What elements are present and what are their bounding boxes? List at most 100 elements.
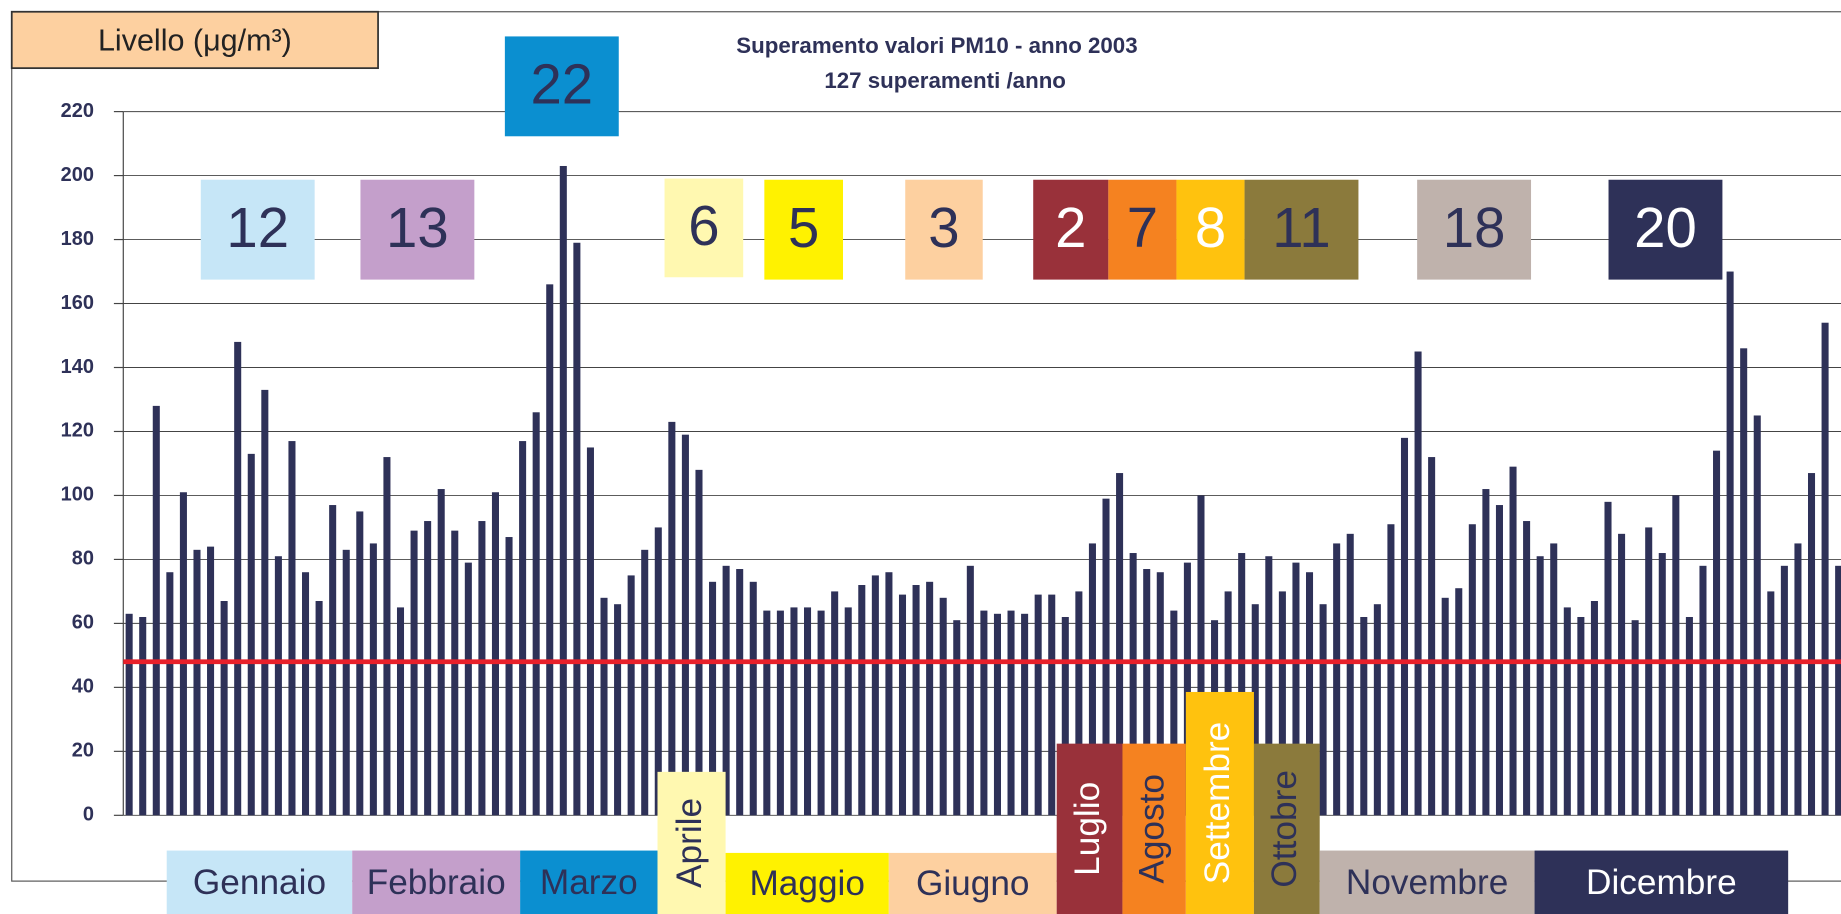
- bar: [898, 594, 907, 816]
- bar: [1740, 348, 1748, 816]
- bar: [1292, 562, 1300, 816]
- bar: [1116, 473, 1124, 816]
- bar: [1780, 565, 1788, 816]
- bar: [1604, 501, 1612, 816]
- y-tick-label: 140: [61, 356, 94, 378]
- bar: [288, 441, 296, 816]
- bar: [1672, 495, 1680, 816]
- month-count: 22: [530, 53, 593, 116]
- y-axis-label: Livello (μg/m³): [98, 23, 292, 57]
- count-box: [905, 179, 983, 280]
- bar: [695, 469, 703, 816]
- bar: [1048, 594, 1056, 816]
- month-label: Aprile: [670, 798, 709, 888]
- bar: [1088, 543, 1096, 816]
- bar: [1699, 565, 1707, 816]
- bar: [1129, 553, 1137, 816]
- month-label: Dicembre: [1586, 863, 1737, 902]
- month-count: 5: [788, 196, 819, 259]
- bar: [776, 610, 784, 816]
- bar: [464, 562, 472, 816]
- count-box: [1244, 179, 1359, 280]
- bar: [369, 543, 377, 816]
- month-box: [166, 850, 353, 914]
- bar: [261, 389, 269, 816]
- bar: [1713, 450, 1721, 816]
- bar: [1590, 601, 1598, 816]
- bar: [980, 610, 988, 816]
- bar: [1645, 527, 1653, 816]
- chart-title: Superamento valori PM10 - anno 2003: [736, 33, 1137, 58]
- bar: [1400, 437, 1409, 816]
- month-count: 11: [1272, 196, 1330, 259]
- bar: [993, 613, 1001, 816]
- bar: [1468, 524, 1476, 816]
- bar: [437, 489, 445, 816]
- bar: [1102, 498, 1110, 816]
- bar: [1034, 594, 1042, 816]
- bar: [641, 549, 649, 816]
- bar: [1414, 351, 1422, 816]
- bar: [831, 591, 839, 816]
- bar: [1360, 616, 1368, 816]
- bar: [586, 447, 594, 816]
- month-box: [520, 850, 658, 914]
- count-box: [1608, 179, 1723, 280]
- bar: [573, 242, 581, 816]
- bar: [1305, 572, 1314, 816]
- month-count: 6: [688, 194, 719, 257]
- bar: [817, 610, 825, 816]
- count-box: [200, 179, 315, 280]
- bar: [1550, 543, 1558, 816]
- bar: [966, 565, 974, 816]
- bar: [709, 581, 717, 816]
- bar: [559, 165, 567, 816]
- bar: [1333, 543, 1341, 816]
- bar: [410, 530, 418, 816]
- bar: [546, 284, 554, 816]
- bar: [139, 616, 147, 816]
- bar: [912, 585, 920, 816]
- bar: [953, 620, 961, 816]
- bar: [1563, 607, 1571, 816]
- bar: [858, 585, 866, 816]
- bar: [1835, 565, 1841, 816]
- month-box: [1056, 743, 1123, 914]
- month-label: Febbraio: [367, 863, 506, 902]
- month-count: 20: [1634, 196, 1697, 259]
- month-label: Ottobre: [1265, 770, 1304, 888]
- bar: [1807, 473, 1816, 816]
- bar: [627, 575, 635, 816]
- bar: [1021, 613, 1029, 816]
- bar: [532, 412, 540, 816]
- bar: [1482, 489, 1490, 816]
- month-box: [888, 852, 1057, 914]
- month-label: Marzo: [540, 863, 638, 902]
- bar: [247, 453, 255, 816]
- count-box: [1417, 179, 1532, 280]
- bar: [1373, 604, 1381, 816]
- y-tick-label: 40: [72, 676, 94, 698]
- bar: [939, 597, 947, 816]
- bar: [274, 556, 282, 816]
- y-tick-label: 220: [61, 100, 94, 122]
- bar: [491, 492, 499, 816]
- month-label: Agosto: [1132, 774, 1171, 884]
- month-label: Giugno: [916, 864, 1030, 903]
- bar: [736, 569, 744, 816]
- y-tick-label: 20: [72, 740, 94, 762]
- bar: [234, 341, 242, 816]
- bar: [681, 434, 689, 816]
- bar: [1631, 620, 1639, 816]
- count-box: [664, 178, 744, 278]
- count-box: [1108, 179, 1177, 280]
- month-count: 18: [1443, 196, 1506, 259]
- bar: [315, 601, 323, 816]
- bar: [451, 530, 459, 816]
- y-tick-label: 60: [72, 612, 94, 634]
- bar: [1658, 553, 1666, 816]
- month-box: [1319, 850, 1535, 914]
- bar: [505, 537, 513, 816]
- bar: [152, 405, 160, 816]
